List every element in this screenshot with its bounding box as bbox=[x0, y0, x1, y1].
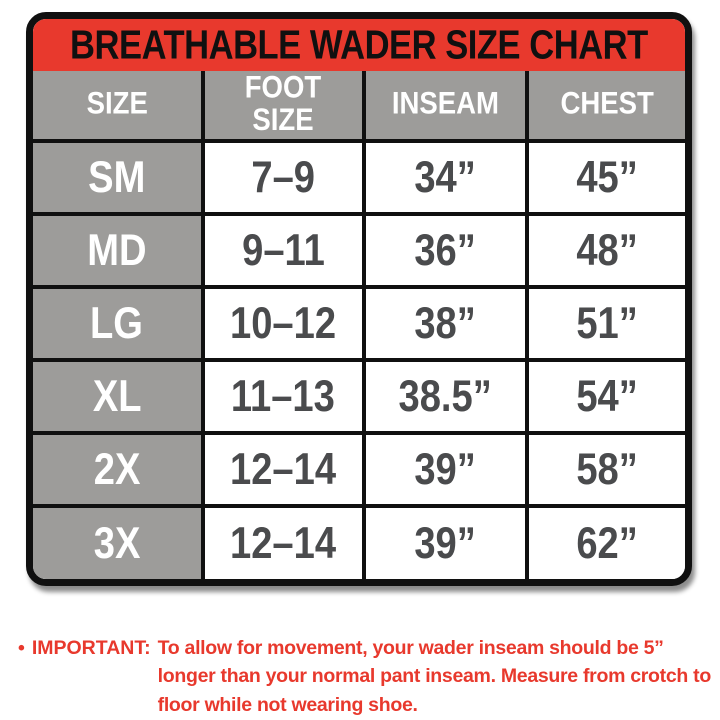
column-header-size: SIZE bbox=[33, 71, 205, 143]
table-row-sm: SM 7–9 34” 45” bbox=[33, 139, 685, 216]
chart-title-bar: BREATHABLE WADER SIZE CHART bbox=[33, 19, 685, 71]
size-label: SM bbox=[33, 139, 205, 216]
chest-value: 51” bbox=[524, 285, 685, 362]
table-row-lg: LG 10–12 38” 51” bbox=[33, 285, 685, 362]
chest-value: 62” bbox=[524, 504, 685, 579]
table-row-md: MD 9–11 36” 48” bbox=[33, 212, 685, 289]
inseam-value: 34” bbox=[362, 139, 529, 216]
table-row-3x: 3X 12–14 39” 62” bbox=[33, 504, 685, 579]
inseam-value: 38” bbox=[362, 285, 529, 362]
note-line: To allow for movement, your wader inseam… bbox=[157, 637, 664, 659]
column-header-inseam: INSEAM bbox=[362, 71, 529, 143]
note-text: To allow for movement, your wader inseam… bbox=[157, 634, 712, 719]
column-header-chest: CHEST bbox=[524, 71, 685, 143]
size-label: XL bbox=[33, 358, 205, 435]
note-line: longer than your normal pant inseam. Mea… bbox=[157, 665, 712, 688]
note-line: floor while not wearing shoe. bbox=[157, 693, 418, 716]
chest-value: 45” bbox=[524, 139, 685, 216]
foot-size-value: 12–14 bbox=[200, 504, 367, 579]
size-label: 2X bbox=[33, 431, 205, 508]
note-label: IMPORTANT: bbox=[31, 637, 151, 659]
inseam-value: 39” bbox=[362, 431, 529, 508]
size-table-header: SIZE FOOT SIZE INSEAM CHEST bbox=[33, 71, 685, 143]
foot-size-value: 7–9 bbox=[200, 139, 367, 216]
important-note: • IMPORTANT: To allow for movement, your… bbox=[18, 634, 712, 719]
inseam-value: 39” bbox=[362, 504, 529, 579]
table-row-xl: XL 11–13 38.5” 54” bbox=[33, 358, 685, 435]
chest-value: 54” bbox=[524, 358, 685, 435]
foot-size-value: 11–13 bbox=[200, 358, 367, 435]
size-label: LG bbox=[33, 285, 205, 362]
note-bullet: • bbox=[18, 637, 25, 659]
chest-value: 58” bbox=[524, 431, 685, 508]
foot-size-value: 10–12 bbox=[200, 285, 367, 362]
header-row: SIZE FOOT SIZE INSEAM CHEST bbox=[33, 71, 685, 143]
inseam-value: 38.5” bbox=[362, 358, 529, 435]
size-chart-panel: BREATHABLE WADER SIZE CHART SIZE FOOT SI… bbox=[26, 12, 692, 586]
size-table: SIZE FOOT SIZE INSEAM CHEST SM 7–9 34” 4… bbox=[33, 71, 685, 579]
size-label: 3X bbox=[33, 504, 205, 579]
size-table-body: SM 7–9 34” 45” MD 9–11 36” 48” LG 10–12 … bbox=[33, 139, 685, 579]
size-label: MD bbox=[33, 212, 205, 289]
column-header-foot-size: FOOT SIZE bbox=[200, 71, 367, 143]
table-row-2x: 2X 12–14 39” 58” bbox=[33, 431, 685, 508]
foot-size-value: 12–14 bbox=[200, 431, 367, 508]
inseam-value: 36” bbox=[362, 212, 529, 289]
chart-title: BREATHABLE WADER SIZE CHART bbox=[70, 21, 648, 68]
chest-value: 48” bbox=[524, 212, 685, 289]
foot-size-value: 9–11 bbox=[200, 212, 367, 289]
